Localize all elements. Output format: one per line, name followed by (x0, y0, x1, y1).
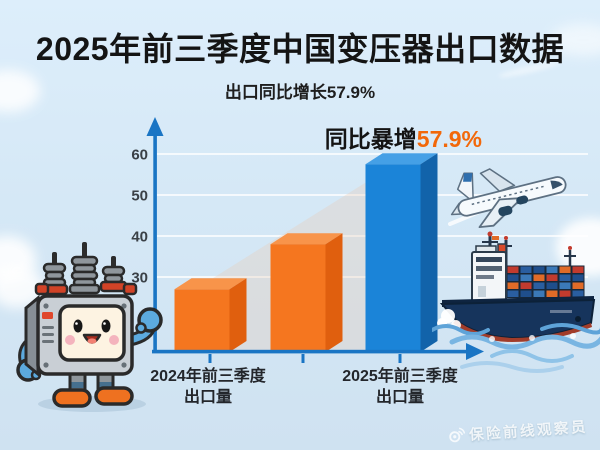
ship-containers (493, 265, 585, 298)
growth-annotation-value: 57.9% (416, 126, 482, 152)
y-tick-50: 50 (131, 188, 148, 205)
robot-face (58, 304, 126, 362)
growth-annotation: 同比暴增57.9% (290, 120, 482, 154)
y-tick-60: 60 (131, 147, 148, 164)
robot-bushings (34, 242, 138, 296)
y-axis-arrow (146, 117, 164, 136)
watermark: 保险前线观察员 (447, 415, 598, 446)
plane-cockpit (550, 180, 563, 190)
plane-engine-2 (516, 195, 529, 205)
ship-hull (439, 296, 596, 342)
cloud-top-right (550, 24, 600, 56)
bar-2 (365, 153, 438, 352)
plane-engine-1 (498, 205, 513, 217)
ship-bridge (471, 243, 507, 303)
robot-legs (52, 370, 134, 408)
container-ship-illustration (432, 231, 600, 373)
cargo-airplane-illustration (448, 168, 567, 229)
weibo-eye-icon (449, 427, 466, 443)
x-axis-label-2025-line1: 2025年前三季度 (342, 368, 458, 385)
watermark-text: 保险前线观察员 (468, 419, 589, 444)
bar-0 (174, 278, 247, 352)
plane-far-wing (479, 168, 516, 193)
bar-1 (270, 233, 343, 352)
x-axis-label-2025: 2025年前三季度 出口量 (305, 366, 495, 408)
page-subtitle: 出口同比增长57.9% (224, 83, 376, 102)
x-axis-label-2024-line2: 出口量 (183, 389, 232, 407)
x-axis-line (152, 349, 470, 354)
x-axis-label-2024: 2024年前三季度 出口量 (113, 366, 303, 408)
page-title: 2025年前三季度中国变压器出口数据 (35, 31, 565, 67)
x-axis-label-2025-line2: 出口量 (375, 389, 424, 407)
x-axis-label-2024-line1: 2024年前三季度 (150, 368, 266, 385)
ship-waves (432, 309, 600, 373)
transformer-mascot-illustration (16, 242, 163, 412)
robot-right-arm (123, 307, 163, 347)
growth-annotation-prefix: 同比暴增 (324, 126, 417, 152)
